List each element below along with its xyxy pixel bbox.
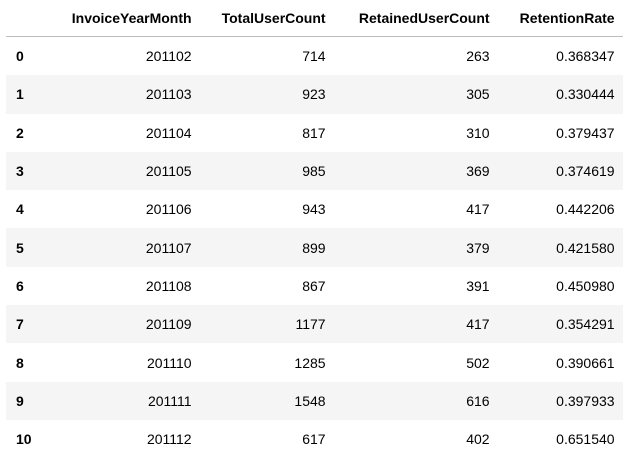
cell: 867 [302,277,326,294]
row-index: 0 [16,48,24,65]
table-row: 0 201102 714 263 0.368347 [6,37,623,76]
table-row: 4 201106 943 417 0.442206 [6,190,623,228]
cell: 1177 [295,316,326,333]
cell: 1285 [294,354,326,371]
cell: 0.450980 [556,277,615,294]
cell: 402 [466,431,490,448]
column-header: RetentionRate [497,0,623,37]
cell: 201106 [145,201,192,218]
cell: 201104 [145,124,192,141]
column-header: RetainedUserCount [333,0,498,37]
row-index: 5 [16,239,24,256]
cell: 201102 [145,48,192,65]
cell: 0.368347 [556,48,615,65]
table-row: 1 201103 923 305 0.330444 [6,75,623,114]
cell: 0.379437 [556,124,615,141]
cell: 0.330444 [556,86,615,103]
cell: 417 [466,316,490,333]
row-index: 2 [16,124,24,141]
table-row: 8 201110 1285 502 0.390661 [6,343,623,381]
cell: 305 [466,86,490,103]
row-index: 6 [16,277,24,294]
cell: 0.397933 [556,392,615,409]
cell: 0.442206 [556,201,615,218]
row-index: 4 [16,201,24,218]
cell: 201107 [145,239,192,256]
table-row: 3 201105 985 369 0.374619 [6,151,623,191]
cell: 617 [302,431,326,448]
dataframe-table: InvoiceYearMonth TotalUserCount RetainedUs… [6,0,623,458]
table-row: 10 201112 617 402 0.651540 [6,420,623,458]
cell: 201109 [145,316,192,333]
table-header: InvoiceYearMonth TotalUserCount RetainedUs… [6,0,623,37]
cell: 1548 [294,392,326,409]
table-body: 0 201102 714 263 0.368347 1 201103 923 305 0.3304… [6,37,623,459]
cell: 263 [466,48,490,65]
cell: 369 [466,163,490,180]
table-row: 9 201111 1548 616 0.397933 [6,381,623,420]
cell: 0.651540 [556,431,615,448]
column-header: InvoiceYearMonth [39,0,200,37]
table-row: 7 201109 1177 417 0.354291 [6,305,623,344]
table-row: 2 201104 817 310 0.379437 [6,114,623,152]
cell: 502 [466,354,490,371]
cell: 817 [302,124,326,141]
cell: 714 [302,48,326,65]
cell: 391 [466,277,490,294]
cell: 201112 [146,431,192,448]
cell: 201110 [146,354,192,371]
cell: 379 [466,239,490,256]
cell: 201111 [147,392,192,409]
cell: 417 [466,201,490,218]
cell: 201108 [145,277,192,294]
cell: 0.390661 [556,354,615,371]
cell: 985 [302,163,326,180]
column-header: TotalUserCount [199,0,334,37]
cell: 0.354291 [556,316,615,333]
row-index: 9 [16,392,24,409]
table-row: 5 201107 899 379 0.421580 [6,228,623,267]
row-index: 1 [16,86,24,103]
cell: 310 [466,124,490,141]
cell: 899 [302,239,326,256]
row-index: 3 [16,163,24,180]
cell: 201105 [145,163,192,180]
index-header [6,0,40,37]
row-index: 10 [16,431,32,448]
row-index: 7 [16,316,24,333]
cell: 943 [302,201,326,218]
row-index: 8 [16,354,24,371]
cell: 616 [466,392,490,409]
header-row: InvoiceYearMonth TotalUserCount RetainedUs… [6,0,623,37]
cell: 0.374619 [556,163,615,180]
cell: 201103 [145,86,192,103]
cell: 923 [302,86,326,103]
table-row: 6 201108 867 391 0.450980 [6,267,623,305]
cell: 0.421580 [556,239,615,256]
